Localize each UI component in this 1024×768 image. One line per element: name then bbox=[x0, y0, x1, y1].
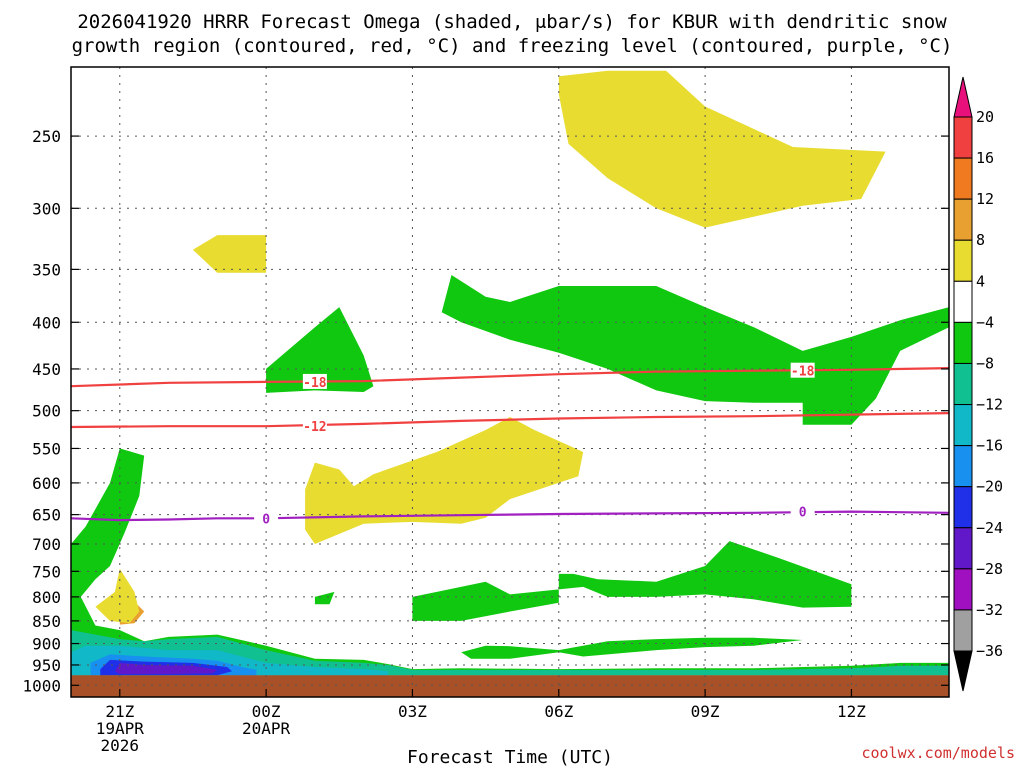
contour-line-1 bbox=[70, 412, 950, 429]
contour-label: 0 bbox=[799, 506, 807, 521]
colorbar-segment bbox=[953, 239, 973, 282]
y-tick-label: 500 bbox=[32, 402, 61, 421]
shaded-region-6 bbox=[266, 307, 374, 393]
shaded-region-1 bbox=[192, 235, 267, 273]
contour-line-2 bbox=[70, 510, 950, 522]
colorbar-top-arrow bbox=[953, 76, 973, 118]
y-tick-label: 550 bbox=[32, 439, 61, 458]
colorbar-tick-label: −36 bbox=[976, 642, 1003, 660]
x-tick-label: 21Z bbox=[105, 702, 134, 721]
y-tick-label: 250 bbox=[32, 127, 61, 146]
shaded-region-4 bbox=[95, 568, 140, 624]
credit-text: coolwx.com/models bbox=[861, 744, 1015, 762]
grid-lines bbox=[71, 67, 949, 697]
shaded-region-15 bbox=[114, 662, 218, 674]
colorbar: 20 16 12 8 4 −4 −8 −12 −16 −20 −24 −28 −32 −36 bbox=[953, 76, 1003, 692]
x-tick-label: 00Z bbox=[252, 702, 281, 721]
shaded-region-16 bbox=[71, 675, 949, 697]
shaded-region-7 bbox=[412, 541, 852, 621]
colorbar-segment bbox=[953, 404, 973, 447]
colorbar-segment bbox=[953, 280, 973, 323]
colorbar-tick-label: −20 bbox=[976, 478, 1003, 496]
plot-frame bbox=[70, 66, 950, 698]
colorbar-tick-label: −32 bbox=[976, 601, 1003, 619]
y-tick-label: 350 bbox=[32, 260, 61, 279]
colorbar-bottom-arrow bbox=[953, 650, 973, 692]
shaded-region-0 bbox=[558, 70, 886, 228]
y-tick-label: 300 bbox=[32, 199, 61, 218]
colorbar-segment bbox=[953, 198, 973, 241]
shaded-region-11 bbox=[71, 630, 949, 676]
contour-label: -12 bbox=[303, 420, 326, 435]
colorbar-tick-label: 4 bbox=[976, 272, 985, 290]
colorbar-segment bbox=[953, 362, 973, 406]
x-tick-label: 12Z bbox=[837, 702, 866, 721]
omega-shading bbox=[71, 70, 949, 697]
contour-label: -18 bbox=[303, 376, 327, 391]
y-tick-label: 700 bbox=[32, 535, 61, 554]
colorbar-tick-label: −4 bbox=[976, 313, 994, 331]
colorbar-segment bbox=[953, 527, 973, 570]
x-axis-label: Forecast Time (UTC) bbox=[407, 747, 613, 768]
y-tick-label: 950 bbox=[32, 656, 61, 675]
x-tick-label: 19APR bbox=[96, 719, 145, 738]
x-tick-label: 20APR bbox=[242, 719, 291, 738]
chart-title-line1: 2026041920 HRRR Forecast Omega (shaded, … bbox=[77, 11, 947, 33]
colorbar-tick-label: −28 bbox=[976, 560, 1003, 578]
shaded-region-2 bbox=[305, 417, 584, 544]
y-tick-label: 800 bbox=[32, 588, 61, 607]
y-tick-label: 850 bbox=[32, 612, 61, 631]
colorbar-tick-label: 16 bbox=[976, 149, 994, 167]
y-tick-label: 400 bbox=[32, 313, 61, 332]
y-axis-ticks: 250 300 350 400 450 500 550 600 650 700 750 800 850 9… bbox=[22, 127, 949, 695]
shaded-region-9 bbox=[461, 637, 803, 659]
y-tick-label: 900 bbox=[32, 635, 61, 654]
y-tick-label: 1000 bbox=[22, 676, 61, 695]
contour-label-bg bbox=[254, 510, 279, 526]
x-tick-label: 09Z bbox=[691, 702, 720, 721]
colorbar-tick-label: 20 bbox=[976, 108, 994, 126]
contour-lines: -18 -12 0 -18 0 bbox=[70, 362, 950, 527]
colorbar-segment bbox=[953, 486, 973, 529]
colorbar-tick-label: 8 bbox=[976, 231, 985, 249]
colorbar-segment bbox=[953, 116, 973, 159]
contour-label-bg bbox=[790, 362, 815, 378]
colorbar-tick-label: −16 bbox=[976, 437, 1003, 455]
colorbar-tick-label: 12 bbox=[976, 190, 994, 208]
y-tick-label: 650 bbox=[32, 506, 61, 525]
colorbar-segment bbox=[953, 568, 973, 611]
contour-label-bg bbox=[302, 373, 327, 389]
shaded-region-5 bbox=[441, 275, 949, 425]
colorbar-tick-label: −24 bbox=[976, 519, 1003, 537]
contour-label: 0 bbox=[262, 512, 270, 527]
colorbar-segment bbox=[953, 321, 973, 364]
y-tick-label: 600 bbox=[32, 474, 61, 493]
colorbar-tick-label: −12 bbox=[976, 396, 1003, 414]
colorbar-tick-label: −8 bbox=[976, 354, 994, 372]
colorbar-segment bbox=[953, 157, 973, 200]
colorbar-segment bbox=[953, 445, 973, 488]
chart-title-line2: growth region (contoured, red, °C) and f… bbox=[72, 35, 953, 57]
shaded-region-8 bbox=[314, 591, 335, 605]
contour-label-bg bbox=[302, 418, 327, 434]
contour-label: -18 bbox=[791, 365, 815, 380]
colorbar-segment bbox=[953, 609, 973, 652]
y-tick-label: 750 bbox=[32, 562, 61, 581]
x-tick-label: 03Z bbox=[398, 702, 427, 721]
contour-label-bg bbox=[790, 503, 815, 519]
x-tick-label: 2026 bbox=[101, 736, 140, 755]
y-tick-label: 450 bbox=[32, 360, 61, 379]
x-tick-label: 06Z bbox=[544, 702, 573, 721]
